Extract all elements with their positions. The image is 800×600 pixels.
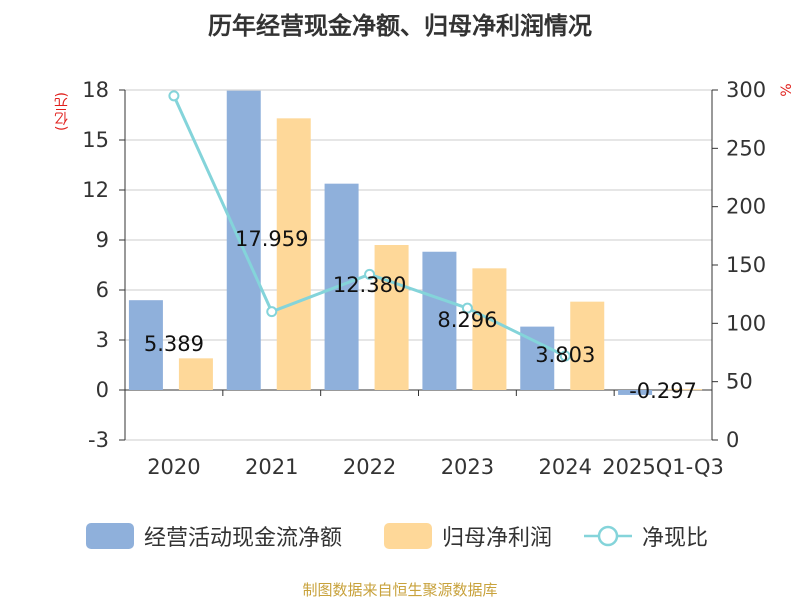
- left-axis-tick-label: 18: [82, 78, 109, 102]
- x-axis-tick-label: 2023: [441, 455, 494, 479]
- data-label: -0.297: [629, 379, 697, 403]
- left-axis-tick-label: 6: [96, 278, 109, 302]
- x-axis-tick-label: 2022: [343, 455, 396, 479]
- x-axis-tick-label: 2025Q1-Q3: [602, 455, 724, 479]
- right-axis-tick-label: 200: [726, 195, 766, 219]
- line-point-net-cash-ratio: [168, 90, 180, 102]
- bar-netprofit: [276, 118, 311, 390]
- legend-label-cashflow: 经营活动现金流净额: [144, 526, 343, 551]
- legend-label-netprofit: 归母净利润: [442, 526, 553, 551]
- source-note: 制图数据来自恒生聚源数据库: [302, 581, 498, 599]
- right-axis-tick-label: 50: [726, 370, 753, 394]
- bar-cashflow: [226, 90, 261, 390]
- x-axis-tick-label: 2024: [539, 455, 592, 479]
- left-axis-tick-label: 0: [96, 378, 109, 402]
- left-axis-tick-label: 3: [96, 328, 109, 352]
- left-axis-tick-label: 9: [96, 228, 109, 252]
- bar-cashflow: [128, 300, 163, 390]
- data-label: 5.389: [144, 332, 204, 356]
- data-label: 17.959: [235, 227, 308, 251]
- legend-line-ratio-icon: [584, 523, 632, 549]
- x-axis-tick-label: 2021: [245, 455, 298, 479]
- line-point-net-cash-ratio: [461, 302, 473, 314]
- line-point-net-cash-ratio: [559, 350, 571, 362]
- legend-item-cashflow[interactable]: 经营活动现金流净额: [86, 516, 342, 556]
- left-axis-tick-label: -3: [88, 428, 109, 452]
- legend-item-ratio[interactable]: 净现比: [584, 516, 708, 556]
- right-axis-tick-label: 300: [726, 78, 766, 102]
- x-axis-tick-label: 2020: [147, 455, 200, 479]
- left-axis-tick-label: 12: [82, 178, 109, 202]
- bar-netprofit: [374, 245, 409, 390]
- right-axis-tick-label: 100: [726, 311, 766, 335]
- right-axis-tick-label: 250: [726, 136, 766, 160]
- bar-netprofit: [472, 268, 507, 390]
- bar-netprofit: [178, 358, 213, 390]
- data-label: 8.296: [437, 308, 497, 332]
- line-point-net-cash-ratio: [364, 268, 376, 280]
- legend-item-netprofit[interactable]: 归母净利润: [384, 516, 552, 556]
- right-axis-tick-label: 0: [726, 428, 739, 452]
- legend-label-ratio: 净现比: [642, 526, 709, 551]
- legend: 经营活动现金流净额 归母净利润 净现比: [0, 516, 800, 556]
- chart-title: 历年经营现金净额、归母净利润情况: [208, 12, 592, 40]
- bar-cashflow: [422, 251, 457, 390]
- line-point-net-cash-ratio: [266, 306, 278, 318]
- legend-swatch-netprofit: [384, 523, 432, 549]
- legend-swatch-cashflow: [86, 523, 134, 549]
- bar-netprofit: [668, 389, 703, 391]
- left-axis-tick-label: 15: [82, 128, 109, 152]
- bar-netprofit: [570, 301, 605, 390]
- data-label: 3.803: [535, 343, 595, 367]
- data-label: 12.380: [333, 273, 406, 297]
- right-axis-tick-label: 150: [726, 253, 766, 277]
- bar-cashflow: [618, 390, 653, 395]
- bar-cashflow: [324, 183, 359, 390]
